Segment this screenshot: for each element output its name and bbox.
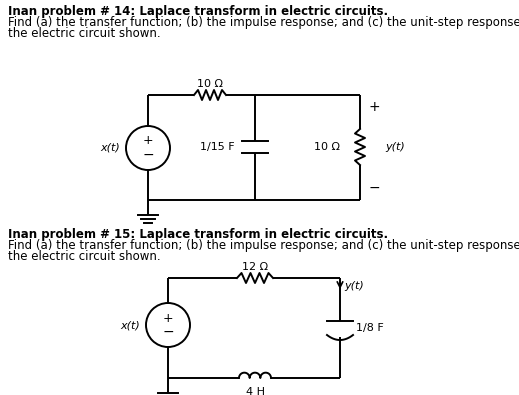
Text: Find (a) the transfer function; (b) the impulse response; and (c) the unit-step : Find (a) the transfer function; (b) the …	[8, 16, 519, 29]
Text: x(t): x(t)	[100, 143, 120, 153]
Text: 10 Ω: 10 Ω	[197, 79, 223, 89]
Text: the electric circuit shown.: the electric circuit shown.	[8, 27, 160, 40]
Text: +: +	[162, 312, 173, 325]
Text: +: +	[368, 100, 380, 114]
Text: −: −	[142, 148, 154, 162]
Text: Find (a) the transfer function; (b) the impulse response; and (c) the unit-step : Find (a) the transfer function; (b) the …	[8, 239, 519, 252]
Text: the electric circuit shown.: the electric circuit shown.	[8, 250, 160, 263]
Text: Inan problem # 15: Laplace transform in electric circuits.: Inan problem # 15: Laplace transform in …	[8, 228, 388, 241]
Text: +: +	[143, 135, 153, 147]
Text: y(t): y(t)	[344, 281, 364, 291]
Text: x(t): x(t)	[120, 320, 140, 330]
Text: 10 Ω: 10 Ω	[314, 142, 340, 152]
Text: 1/8 F: 1/8 F	[356, 323, 384, 333]
Text: −: −	[162, 325, 174, 339]
Text: y(t): y(t)	[385, 142, 405, 152]
Text: −: −	[368, 181, 380, 195]
Text: Inan problem # 14: Laplace transform in electric circuits.: Inan problem # 14: Laplace transform in …	[8, 5, 388, 18]
Text: 12 Ω: 12 Ω	[242, 262, 268, 272]
Text: 1/15 F: 1/15 F	[200, 142, 235, 152]
Text: 4 H: 4 H	[245, 387, 265, 395]
